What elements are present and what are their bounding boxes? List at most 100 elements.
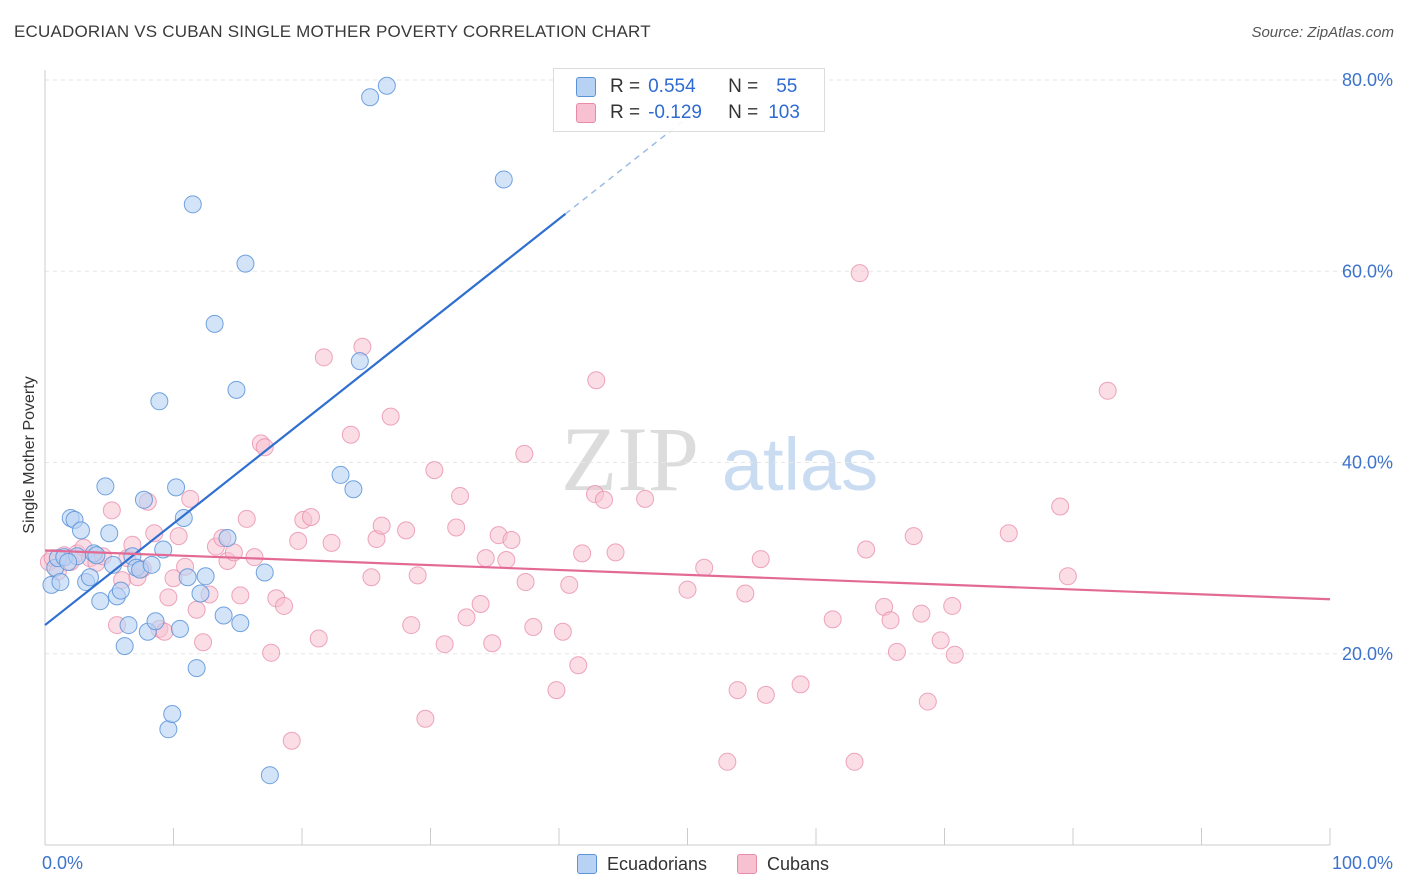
data-point-cubans [314,348,333,367]
legend-swatch-blue [576,854,597,874]
data-point-ecuadorians [231,614,250,633]
y-tick-label: 80.0% [1342,70,1393,90]
legend-r-label: R = [610,102,641,123]
data-point-cubans [587,371,606,390]
legend-r-label: R = [610,76,641,97]
data-point-cubans [502,530,521,549]
data-point-cubans [1058,567,1077,586]
data-point-cubans [594,490,613,509]
data-point-cubans [999,524,1018,543]
data-point-cubans [159,588,178,607]
legend-n-value: 55 [776,76,798,97]
legend-item-cubans: Cubans [737,854,829,875]
data-point-cubans [425,461,444,480]
data-point-ecuadorians [350,352,369,371]
data-point-ecuadorians [80,568,99,587]
data-point-cubans [515,444,534,463]
legend-r-value: -0.129 [648,102,702,123]
data-point-cubans [275,596,294,615]
data-point-ecuadorians [187,659,206,678]
data-point-cubans [289,531,308,550]
data-point-cubans [194,633,213,652]
data-point-cubans [457,608,476,627]
data-point-cubans [451,486,470,505]
data-point-ecuadorians [218,529,237,548]
data-point-cubans [169,527,188,546]
data-point-cubans [912,604,931,623]
y-tick-label: 20.0% [1342,644,1393,664]
data-point-cubans [181,489,200,508]
legend-n-label: N = [728,102,759,123]
data-point-ecuadorians [196,567,215,586]
data-point-ecuadorians [146,612,165,631]
data-point-cubans [845,752,864,771]
data-point-cubans [476,549,495,568]
data-point-cubans [573,544,592,563]
data-point-cubans [857,540,876,559]
data-point-cubans [636,489,655,508]
data-point-ecuadorians [87,546,106,565]
data-point-cubans [850,264,869,283]
data-point-cubans [497,551,516,570]
data-point-ecuadorians [91,592,110,611]
data-point-cubans [322,533,341,552]
series-cubans [39,264,1117,771]
legend-n-label: N = [728,76,759,97]
data-point-ecuadorians [96,477,115,496]
data-point-ecuadorians [111,581,130,600]
data-point-ecuadorians [59,552,78,571]
legend-n-value: 103 [768,102,800,123]
data-point-cubans [751,550,770,569]
data-point-ecuadorians [344,480,363,499]
correlation-legend: R = 0.554 N = 55 R = -0.129 N = 103 [553,68,825,132]
trend-line-cubans [44,549,1331,601]
legend-r-value: 0.554 [648,76,696,97]
data-point-ecuadorians [205,314,224,333]
data-point-cubans [918,692,937,711]
legend-swatch-pink [576,103,596,123]
data-point-cubans [887,642,906,661]
data-point-ecuadorians [71,521,90,540]
data-point-cubans [416,709,435,728]
data-point-cubans [102,501,121,520]
data-point-cubans [447,518,466,537]
data-point-ecuadorians [361,88,380,107]
data-point-ecuadorians [214,606,233,625]
data-point-cubans [397,521,416,540]
data-point-cubans [362,568,381,587]
data-point-ecuadorians [142,555,161,574]
data-point-ecuadorians [163,704,182,723]
data-point-cubans [945,645,964,664]
legend-row-cubans: R = -0.129 N = 103 [576,101,800,125]
data-point-cubans [823,610,842,629]
series-ecuadorians [42,76,513,785]
data-point-ecuadorians [159,720,178,739]
data-point-ecuadorians [236,254,255,273]
axes [44,70,1331,846]
data-point-cubans [736,584,755,603]
x-tick-label: 100.0% [1332,853,1393,873]
tick-labels: 20.0% 40.0% 60.0% 80.0% 0.0% 100.0% [42,70,1393,873]
source-label: Source: ZipAtlas.com [1251,24,1394,41]
data-point-ecuadorians [255,563,274,582]
watermark-atlas: atlas [722,423,878,506]
data-point-cubans [560,575,579,594]
data-point-ecuadorians [100,524,119,543]
data-point-ecuadorians [167,478,186,497]
data-point-ecuadorians [170,619,189,638]
data-point-cubans [187,600,206,619]
data-point-cubans [483,634,502,653]
data-point-cubans [341,425,360,444]
data-point-cubans [262,643,281,662]
data-point-cubans [881,611,900,630]
data-point-cubans [678,580,697,599]
y-tick-label: 60.0% [1342,261,1393,281]
data-point-ecuadorians [377,76,396,95]
data-point-cubans [231,586,250,605]
data-point-ecuadorians [260,766,279,785]
legend-row-ecuadorians: R = 0.554 N = 55 [576,75,797,99]
data-point-cubans [301,508,320,527]
data-point-cubans [309,629,328,648]
data-point-cubans [237,509,256,528]
